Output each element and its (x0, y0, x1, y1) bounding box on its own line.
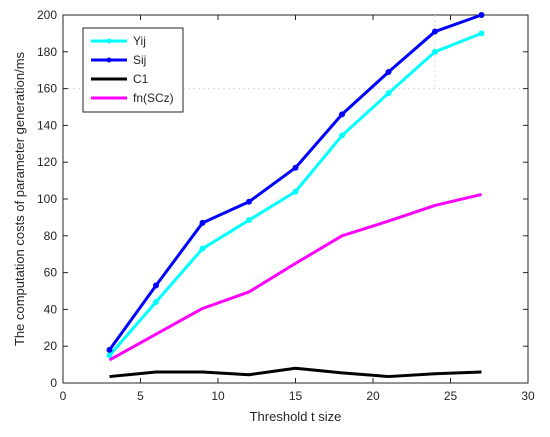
data-point-yij (106, 352, 113, 359)
legend-marker-sij (106, 57, 112, 63)
y-axis-label: The computation costs of parameter gener… (12, 51, 27, 346)
legend-label-c1: C1 (133, 72, 149, 86)
data-point-sij (385, 69, 392, 76)
y-tick-label: 120 (37, 155, 57, 169)
data-point-sij (478, 12, 485, 18)
x-tick-label: 30 (521, 389, 535, 403)
data-point-yij (478, 30, 485, 37)
axis-ticks: 0 5 10 15 20 25 30 0 20 40 60 80 100 120 140 160 180 200 (37, 8, 535, 403)
data-point-sij (432, 28, 438, 35)
data-point-sij (199, 219, 206, 226)
data-point-yij (385, 90, 392, 97)
x-tick-label: 20 (366, 389, 380, 403)
x-axis-label: Threshold t size (250, 409, 342, 424)
y-tick-label: 80 (44, 229, 58, 243)
series-line-c1 (109, 366, 482, 379)
data-point-sij (106, 346, 113, 353)
x-tick-label: 25 (444, 389, 458, 403)
data-point-sij (153, 282, 159, 289)
data-point-yij (339, 132, 345, 139)
y-tick-label: 20 (44, 339, 58, 353)
x-tick-label: 15 (289, 389, 303, 403)
data-point-sij (246, 198, 252, 205)
y-tick-label: 40 (44, 302, 58, 316)
x-tick-label: 5 (137, 389, 144, 403)
data-point-sij (339, 111, 345, 118)
data-point-yij (246, 217, 252, 224)
y-tick-label: 180 (37, 45, 57, 59)
legend-label-fn-scz: fn(SCz) (133, 91, 174, 105)
legend: Yij Sij C1 fn(SCz) (82, 27, 184, 113)
data-series (106, 12, 485, 379)
y-tick-label: 0 (50, 376, 57, 390)
x-tick-label: 0 (60, 389, 67, 403)
y-tick-label: 140 (37, 118, 57, 132)
y-tick-label: 60 (44, 266, 58, 280)
x-tick-label: 10 (211, 389, 225, 403)
data-point-yij (292, 188, 299, 195)
legend-label-sij: Sij (133, 53, 146, 67)
data-point-yij (432, 48, 438, 55)
series-line-fn-scz (108, 192, 482, 362)
y-tick-label: 100 (37, 192, 57, 206)
y-tick-label: 200 (37, 8, 57, 22)
data-point-yij (153, 299, 159, 306)
data-point-yij (199, 245, 206, 252)
legend-label-yij: Yij (133, 34, 146, 48)
legend-marker-yij (106, 38, 112, 44)
data-point-sij (292, 164, 299, 171)
y-tick-label: 160 (37, 82, 57, 96)
